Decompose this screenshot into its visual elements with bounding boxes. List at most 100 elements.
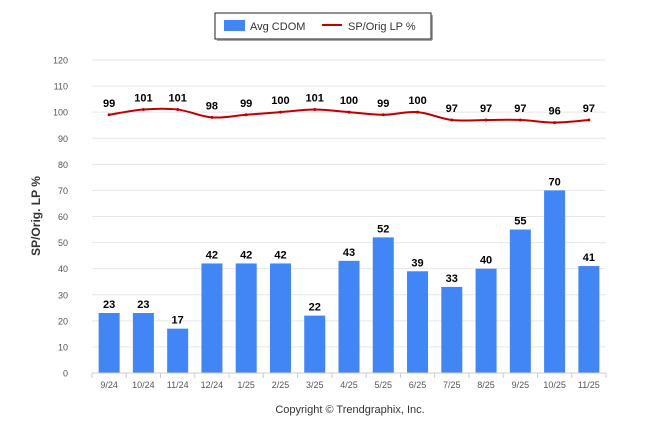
x-tick-label: 11/24: [167, 380, 189, 390]
line-value-label: 101: [306, 93, 324, 105]
bar: [132, 313, 154, 373]
legend-bar-label: Avg CDOM: [250, 21, 305, 33]
y-tick-label: 0: [63, 369, 68, 379]
legend-bar-swatch: [224, 20, 245, 31]
bar: [167, 328, 189, 373]
bar-value-label: 17: [172, 315, 184, 327]
line-value-label: 96: [548, 106, 560, 118]
bar-series: [98, 190, 600, 373]
bar-value-label: 42: [206, 249, 218, 261]
x-tick-label: 4/25: [340, 380, 358, 390]
y-tick-label: 50: [58, 238, 68, 248]
line-point: [381, 113, 385, 117]
bar-data-labels: 23 23 17 42 42 42 22 43 52 39 33 40 55 70 41: [103, 176, 595, 326]
x-tick-label: 10/25: [543, 380, 566, 390]
line-value-label: 97: [446, 103, 458, 115]
line-point: [450, 118, 454, 122]
line-value-label: 100: [408, 95, 426, 107]
y-tick-label: 20: [58, 316, 68, 326]
line-point: [553, 121, 557, 125]
line-value-label: 98: [206, 100, 218, 112]
bar-value-label: 33: [446, 273, 458, 285]
bar: [544, 190, 566, 373]
bar-value-label: 55: [514, 216, 526, 228]
line-value-label: 100: [340, 95, 358, 107]
line-point: [107, 113, 111, 117]
line-point: [278, 110, 282, 114]
line-value-label: 101: [168, 93, 186, 105]
y-axis-title: SP/Orig. LP %: [29, 176, 43, 256]
bar: [407, 271, 429, 373]
x-tick-label: 12/24: [201, 380, 224, 390]
bar-value-label: 42: [274, 249, 286, 261]
line-value-label: 99: [240, 98, 252, 110]
x-tick-label: 5/25: [375, 380, 393, 390]
y-tick-label: 120: [53, 56, 68, 66]
bar-value-label: 41: [583, 252, 595, 264]
x-tick-label: 9/25: [512, 380, 530, 390]
bar: [509, 229, 531, 373]
bar-value-label: 23: [103, 299, 115, 311]
x-tick-label: 8/25: [477, 380, 495, 390]
line-value-label: 101: [134, 93, 152, 105]
bar: [475, 268, 497, 373]
y-tick-label: 100: [53, 108, 68, 118]
y-tick-label: 60: [58, 212, 68, 222]
y-tick-label: 70: [58, 186, 68, 196]
bar: [235, 263, 257, 373]
x-tick-label: 10/24: [132, 380, 155, 390]
legend: Avg CDOM SP/Orig LP %: [214, 12, 433, 41]
line-data-labels: 99 101 101 98 99 100 101 100 99 100 97 97 97 96 97: [103, 93, 595, 118]
line-series: [107, 107, 591, 125]
bar: [201, 263, 223, 373]
bar-value-label: 39: [411, 257, 423, 269]
bar: [338, 260, 360, 373]
x-axis-ticks: [91, 373, 607, 378]
y-tick-label: 40: [58, 264, 68, 274]
line-point: [141, 108, 145, 112]
bar-value-label: 52: [377, 223, 389, 235]
line-point: [518, 118, 522, 122]
x-tick-label: 11/25: [578, 380, 600, 390]
x-tick-label: 2/25: [272, 380, 290, 390]
line-point: [416, 110, 420, 114]
y-tick-label: 30: [58, 290, 68, 300]
x-tick-label: 7/25: [443, 380, 461, 390]
bar: [98, 313, 120, 373]
line-value-label: 100: [271, 95, 289, 107]
bar-value-label: 70: [548, 176, 560, 188]
line-point: [210, 115, 214, 119]
line-value-label: 97: [480, 103, 492, 115]
x-tick-label: 3/25: [306, 380, 324, 390]
bar: [441, 286, 463, 373]
line-point: [313, 108, 317, 112]
line-point: [587, 118, 591, 122]
x-tick-label: 9/24: [100, 380, 118, 390]
bar: [269, 263, 291, 373]
bar-value-label: 40: [480, 255, 492, 267]
line-value-label: 97: [514, 103, 526, 115]
bar-value-label: 42: [240, 249, 252, 261]
y-tick-label: 10: [58, 342, 68, 352]
x-tick-label: 6/25: [409, 380, 427, 390]
bar: [372, 237, 394, 373]
x-tick-label: 1/25: [237, 380, 255, 390]
y-axis-tick-labels: 0 10 20 30 40 50 60 70 80 90 100 110 120: [53, 56, 68, 379]
bar-value-label: 23: [137, 299, 149, 311]
line-value-label: 97: [583, 103, 595, 115]
copyright-text: Copyright © Trendgraphix, Inc.: [275, 404, 424, 416]
bar-value-label: 43: [343, 247, 355, 259]
bar: [304, 315, 326, 373]
line-point: [484, 118, 488, 122]
line-point: [176, 108, 180, 112]
y-tick-label: 80: [58, 160, 68, 170]
x-axis-tick-labels: 9/24 10/24 11/24 12/24 1/25 2/25 3/25 4/25 5/25 6…: [100, 380, 599, 390]
bar-value-label: 22: [309, 302, 321, 314]
line-point: [244, 113, 248, 117]
bar: [578, 266, 600, 373]
y-tick-label: 90: [58, 134, 68, 144]
y-tick-label: 110: [54, 82, 68, 92]
line-value-label: 99: [103, 98, 115, 110]
